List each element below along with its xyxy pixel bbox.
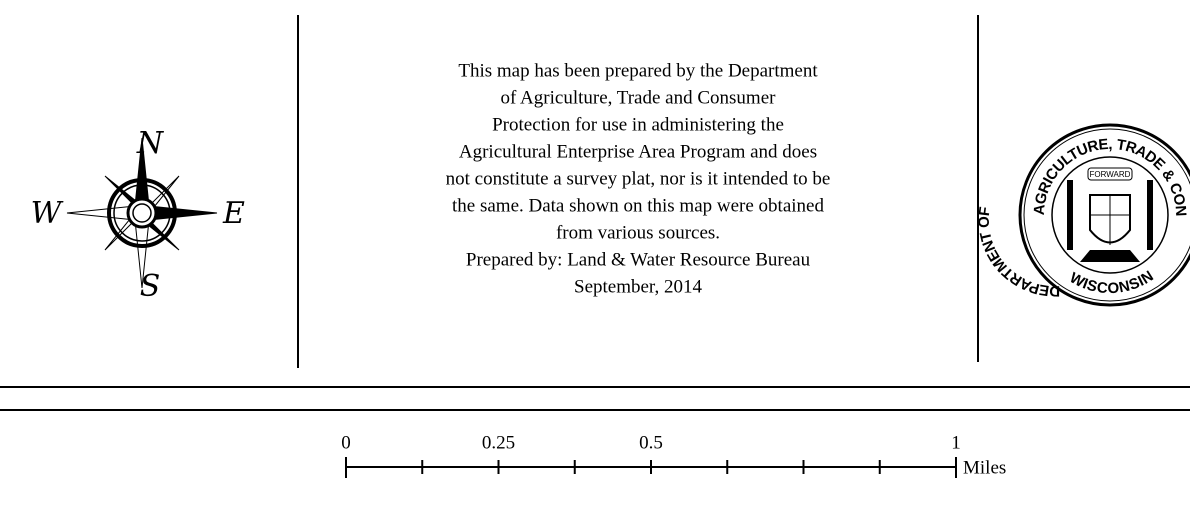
scale-label: 0 <box>341 432 351 453</box>
notice-line: September, 2014 <box>574 276 702 297</box>
notice-line: from various sources. <box>556 222 720 243</box>
map-footer: N W E S This map has been prepared by th… <box>0 0 1190 506</box>
notice-line: of Agriculture, Trade and Consumer <box>501 87 777 108</box>
notice: This map has been prepared by the Depart… <box>446 60 831 297</box>
notice-line: not constitute a survey plat, nor is it … <box>446 168 831 189</box>
scale-unit: Miles <box>963 457 1006 478</box>
notice-line: Prepared by: Land & Water Resource Burea… <box>466 249 811 270</box>
scale-label: 0.5 <box>639 432 663 453</box>
compass-west: W <box>31 196 64 231</box>
notice-line: Protection for use in administering the <box>492 114 784 135</box>
compass-east: E <box>222 196 245 231</box>
compass-south: S <box>140 269 161 304</box>
seal-motto: FORWARD <box>1090 170 1131 179</box>
scale-label: 1 <box>951 432 961 453</box>
notice-line: This map has been prepared by the Depart… <box>458 60 818 81</box>
notice-line: Agricultural Enterprise Area Program and… <box>459 141 817 162</box>
notice-line: the same. Data shown on this map were ob… <box>452 195 824 216</box>
compass-north: N <box>136 126 165 161</box>
scale-label: 0.25 <box>482 432 515 453</box>
